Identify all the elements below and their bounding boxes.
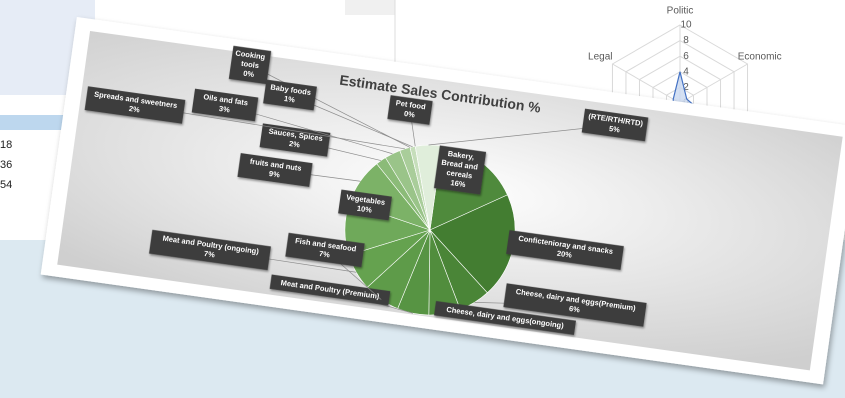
label-box xyxy=(149,229,271,271)
value-label: 1% xyxy=(283,94,295,104)
axis-label: Politic xyxy=(667,6,694,17)
axis-label: Legal xyxy=(588,52,612,63)
label-box xyxy=(269,274,391,306)
value-label: 20% xyxy=(556,249,572,260)
chart-card: Estimate Sales Contribution %Bakery, Bre… xyxy=(40,16,845,385)
r-tick-label: 2 xyxy=(683,82,689,93)
spoke xyxy=(612,63,681,104)
table-cell: 36 xyxy=(0,159,12,171)
r-tick-label: 6 xyxy=(683,51,689,62)
slice-label: Cooking tools xyxy=(234,48,268,71)
table-cell: 18 xyxy=(0,139,12,151)
label-box xyxy=(434,300,576,336)
value-label: 2% xyxy=(288,139,300,149)
label-box xyxy=(433,145,487,195)
value-label: 2% xyxy=(128,104,140,114)
top-panel xyxy=(345,0,395,15)
label-box xyxy=(506,230,624,270)
leader-line xyxy=(249,64,411,148)
value-label: 7% xyxy=(203,249,215,259)
value-label: 10% xyxy=(356,204,372,215)
value-label: 7% xyxy=(318,249,330,259)
r-tick-label: 8 xyxy=(683,35,689,46)
value-label: 0% xyxy=(243,69,255,79)
slice-label: Bakery, Bread and cereals xyxy=(440,148,482,181)
axis-label: Economic xyxy=(738,52,782,63)
slice-label: Pet food xyxy=(395,98,426,111)
value-label: 16% xyxy=(450,178,466,189)
label-box xyxy=(228,45,272,85)
spoke xyxy=(679,63,748,104)
label-box xyxy=(285,232,365,268)
label-box xyxy=(263,79,317,111)
table-cell: 54 xyxy=(0,179,12,191)
label-box xyxy=(191,88,259,122)
label-box xyxy=(84,86,186,124)
label-box xyxy=(503,283,647,327)
label-box xyxy=(338,189,392,221)
value-label: 0% xyxy=(403,109,415,119)
label-box xyxy=(387,95,433,125)
value-label: 3% xyxy=(218,104,230,114)
value-label: 5% xyxy=(608,124,620,134)
r-tick-label: 10 xyxy=(680,20,692,31)
label-box xyxy=(581,108,649,142)
value-label: 9% xyxy=(268,169,280,179)
r-tick-label: 4 xyxy=(683,66,689,77)
label-box xyxy=(237,153,313,187)
label-box xyxy=(259,123,331,157)
value-label: 6% xyxy=(568,304,580,314)
